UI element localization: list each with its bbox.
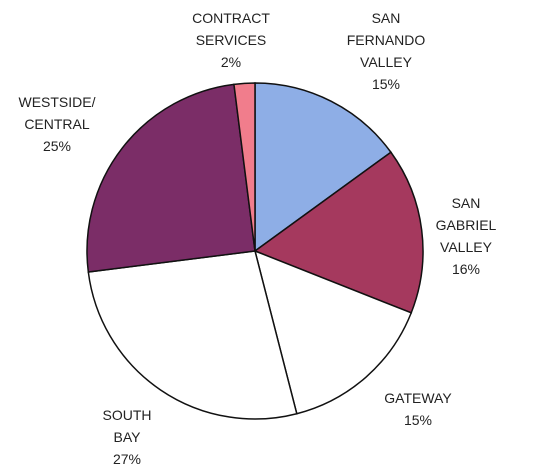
category-label: GATEWAY xyxy=(384,390,452,406)
value-label: 15% xyxy=(371,76,401,92)
category-label: WESTSIDE/ CENTRAL xyxy=(18,94,96,132)
pie-slice xyxy=(253,249,413,415)
pie-slice xyxy=(253,151,424,314)
pie-slice xyxy=(254,82,392,253)
value-label: 25% xyxy=(42,138,72,154)
slice-label: SAN FERNANDO VALLEY 15% xyxy=(347,7,426,95)
slice-label: SAN GABRIEL VALLEY 16% xyxy=(423,192,510,280)
pie-slice xyxy=(86,83,256,273)
slice-label: GATEWAY 15% xyxy=(384,387,451,431)
category-label: CONTRACT SERVICES xyxy=(192,10,270,48)
category-label: SOUTH BAY xyxy=(102,407,152,445)
value-label: 16% xyxy=(451,261,481,277)
value-label: 27% xyxy=(112,451,142,467)
value-label: 2% xyxy=(220,54,242,70)
slice-label: CONTRACT SERVICES 2% xyxy=(192,7,270,73)
slice-label: SOUTH BAY 27% xyxy=(103,404,152,470)
slice-label: WESTSIDE/ CENTRAL 25% xyxy=(18,91,95,157)
value-label: 15% xyxy=(403,412,433,428)
pie-slice xyxy=(233,82,256,252)
category-label: SAN GABRIEL VALLEY xyxy=(435,195,497,255)
pie-slice xyxy=(87,250,298,420)
category-label: SAN FERNANDO VALLEY xyxy=(346,10,426,70)
